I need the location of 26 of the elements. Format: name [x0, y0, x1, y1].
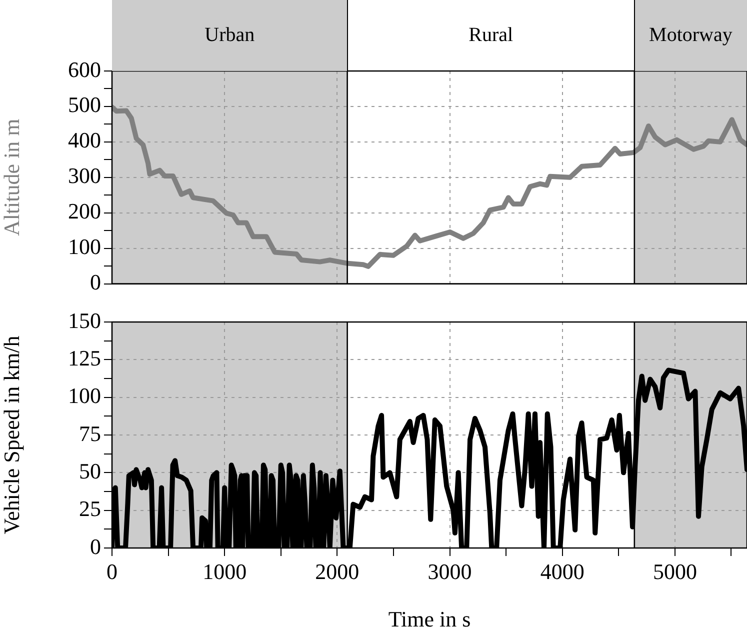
- y-tick-label: 300: [68, 163, 101, 188]
- y-tick-label: 600: [68, 56, 101, 82]
- y-tick-label: 400: [68, 128, 101, 153]
- x-tick-label: 1000: [202, 558, 247, 584]
- y-tick-label: 50: [79, 458, 101, 484]
- y-tick-label: 0: [90, 534, 101, 559]
- text: Rural: [468, 23, 514, 48]
- x-axis-title: Time in s: [388, 606, 471, 632]
- x-tick-label: 2000: [315, 558, 360, 584]
- y-axis-title: Altitude in m: [0, 118, 24, 236]
- band-label: Motorway: [634, 0, 747, 71]
- y-tick-label: 200: [68, 198, 101, 224]
- x-tick-label: 5000: [652, 558, 697, 584]
- y-tick-label: 500: [68, 92, 101, 118]
- y-tick-label: 100: [68, 234, 101, 260]
- y-tick-label: 100: [68, 383, 101, 408]
- y-tick-label: 125: [68, 345, 101, 370]
- y-tick-label: 150: [68, 308, 101, 333]
- x-tick-label: 0: [106, 558, 118, 584]
- y-axis-title: Vehicle Speed in km/h: [0, 336, 24, 534]
- y-tick-label: 25: [79, 496, 101, 522]
- y-tick-label: 0: [90, 270, 101, 295]
- x-tick-label: 4000: [540, 558, 584, 584]
- y-tick-label: 75: [79, 420, 101, 446]
- band-label: Urban: [112, 0, 348, 71]
- x-tick-label: 3000: [428, 558, 472, 584]
